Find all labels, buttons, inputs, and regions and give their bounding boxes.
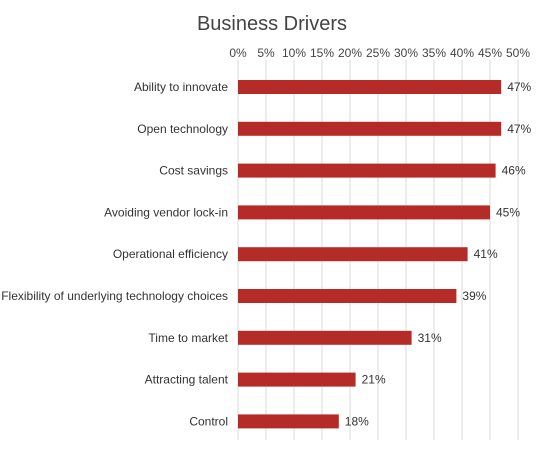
category-label: Open technology: [137, 122, 228, 136]
category-label: Control: [189, 414, 228, 428]
data-label: 21%: [362, 373, 386, 387]
bar: [238, 121, 502, 136]
category-labels: Ability to innovate Open technology Cost s…: [1, 80, 228, 428]
x-tick-label: 25%: [366, 46, 390, 60]
category-label: Cost savings: [159, 164, 228, 178]
x-tick-label: 5%: [257, 46, 275, 60]
data-label: 31%: [418, 331, 442, 345]
x-tick-label: 40%: [450, 46, 474, 60]
category-label: Flexibility of underlying technology cho…: [1, 289, 228, 303]
x-tick-label: 10%: [282, 46, 306, 60]
data-label: 46%: [502, 164, 526, 178]
data-label: 47%: [507, 80, 531, 94]
data-labels: 47% 47% 46% 45% 41% 39% 31% 21% 18%: [345, 80, 532, 428]
bar: [238, 80, 502, 94]
bars: [238, 80, 502, 429]
category-label: Ability to innovate: [134, 80, 228, 94]
x-tick-label: 30%: [394, 46, 418, 60]
category-label: Avoiding vendor lock-in: [104, 205, 228, 219]
x-tick-label: 0%: [229, 46, 247, 60]
bar: [238, 372, 356, 387]
bar: [238, 247, 468, 262]
category-label: Time to market: [148, 331, 228, 345]
x-tick-label: 50%: [506, 46, 530, 60]
data-label: 39%: [462, 289, 486, 303]
bar: [238, 205, 490, 220]
x-axis-ticks: 0% 5% 10% 15% 20% 25% 30% 35% 40% 45% 50%: [229, 46, 530, 60]
chart-title: Business Drivers: [197, 13, 347, 35]
x-tick-label: 45%: [478, 46, 502, 60]
category-label: Attracting talent: [145, 373, 229, 387]
data-label: 18%: [345, 414, 369, 428]
bar: [238, 414, 339, 429]
bar: [238, 163, 496, 178]
x-tick-label: 15%: [310, 46, 334, 60]
x-tick-label: 20%: [338, 46, 362, 60]
x-tick-label: 35%: [422, 46, 446, 60]
data-label: 47%: [507, 122, 531, 136]
bar: [238, 330, 412, 345]
bar: [238, 289, 457, 303]
data-label: 41%: [474, 247, 498, 261]
category-label: Operational efficiency: [113, 247, 228, 261]
data-label: 45%: [496, 205, 520, 219]
